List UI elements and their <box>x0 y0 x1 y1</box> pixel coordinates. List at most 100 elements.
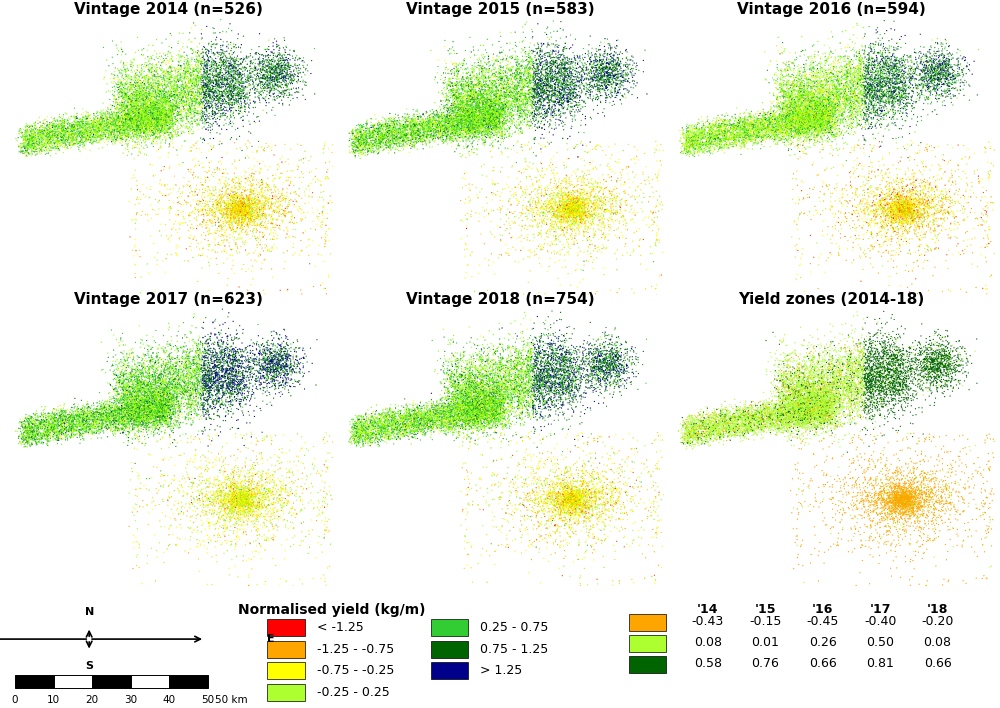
Point <box>314 508 330 519</box>
Point <box>230 222 246 234</box>
Point <box>862 156 878 168</box>
Point <box>481 375 497 387</box>
Point <box>163 81 179 92</box>
Point <box>198 372 214 384</box>
Point <box>566 205 582 216</box>
Point <box>778 122 794 133</box>
Point <box>94 421 110 433</box>
Point <box>801 418 817 429</box>
Point <box>554 211 570 222</box>
Point <box>582 195 598 207</box>
Point <box>426 120 442 132</box>
Point <box>173 523 189 534</box>
Point <box>161 389 177 401</box>
Point <box>244 461 260 472</box>
Point <box>891 535 907 546</box>
Point <box>201 100 217 111</box>
Point <box>769 91 785 103</box>
Point <box>161 116 177 127</box>
Point <box>238 91 254 103</box>
Point <box>266 332 282 343</box>
Point <box>552 62 568 74</box>
Point <box>785 402 801 413</box>
Point <box>838 155 854 166</box>
Point <box>820 397 836 409</box>
Point <box>911 214 927 225</box>
Point <box>543 476 559 487</box>
Point <box>240 515 256 527</box>
Point <box>776 404 792 416</box>
Point <box>441 122 457 134</box>
Point <box>443 375 459 386</box>
Point <box>808 361 824 372</box>
Point <box>797 404 813 415</box>
Point <box>550 382 566 393</box>
Point <box>450 103 466 115</box>
Point <box>855 195 871 207</box>
Point <box>234 490 250 501</box>
Point <box>127 420 143 431</box>
Point <box>473 376 489 387</box>
Point <box>697 413 713 424</box>
Point <box>581 360 597 371</box>
Point <box>95 115 111 127</box>
Point <box>582 248 598 259</box>
Point <box>255 353 271 364</box>
Point <box>707 125 723 137</box>
Point <box>403 136 419 147</box>
Point <box>962 350 978 361</box>
Point <box>812 396 828 407</box>
Point <box>131 120 147 131</box>
Point <box>475 403 491 414</box>
Point <box>890 467 906 479</box>
Point <box>302 343 318 354</box>
Point <box>113 130 129 142</box>
Point <box>823 371 839 382</box>
Point <box>156 109 172 120</box>
Point <box>453 82 469 93</box>
Point <box>151 389 167 401</box>
Point <box>432 122 448 133</box>
Point <box>854 396 870 407</box>
Point <box>488 410 504 421</box>
Point <box>210 486 226 497</box>
Point <box>113 394 129 405</box>
Point <box>834 378 850 389</box>
Point <box>810 122 826 133</box>
Point <box>474 397 490 409</box>
Point <box>423 45 439 56</box>
Point <box>566 212 582 223</box>
Point <box>930 364 946 375</box>
Point <box>461 372 477 383</box>
Point <box>600 364 616 375</box>
Point <box>309 219 325 231</box>
Point <box>141 389 157 400</box>
Point <box>608 357 624 368</box>
Point <box>790 409 806 420</box>
Point <box>419 118 435 130</box>
Point <box>722 414 738 426</box>
Point <box>822 104 838 115</box>
Point <box>487 95 503 106</box>
Point <box>825 379 841 390</box>
Point <box>270 349 286 360</box>
Point <box>942 54 958 65</box>
Point <box>132 117 148 128</box>
Point <box>454 398 470 409</box>
Point <box>252 345 268 356</box>
Point <box>905 198 921 209</box>
Point <box>483 416 499 428</box>
Point <box>493 76 509 88</box>
Point <box>131 79 147 91</box>
Point <box>225 498 241 509</box>
Point <box>459 93 475 104</box>
Point <box>502 400 518 411</box>
Point <box>71 128 87 139</box>
Point <box>261 70 277 81</box>
Point <box>257 353 273 364</box>
Point <box>925 362 941 373</box>
Point <box>775 83 791 94</box>
Point <box>523 186 539 198</box>
Point <box>239 205 255 217</box>
Point <box>520 355 536 367</box>
